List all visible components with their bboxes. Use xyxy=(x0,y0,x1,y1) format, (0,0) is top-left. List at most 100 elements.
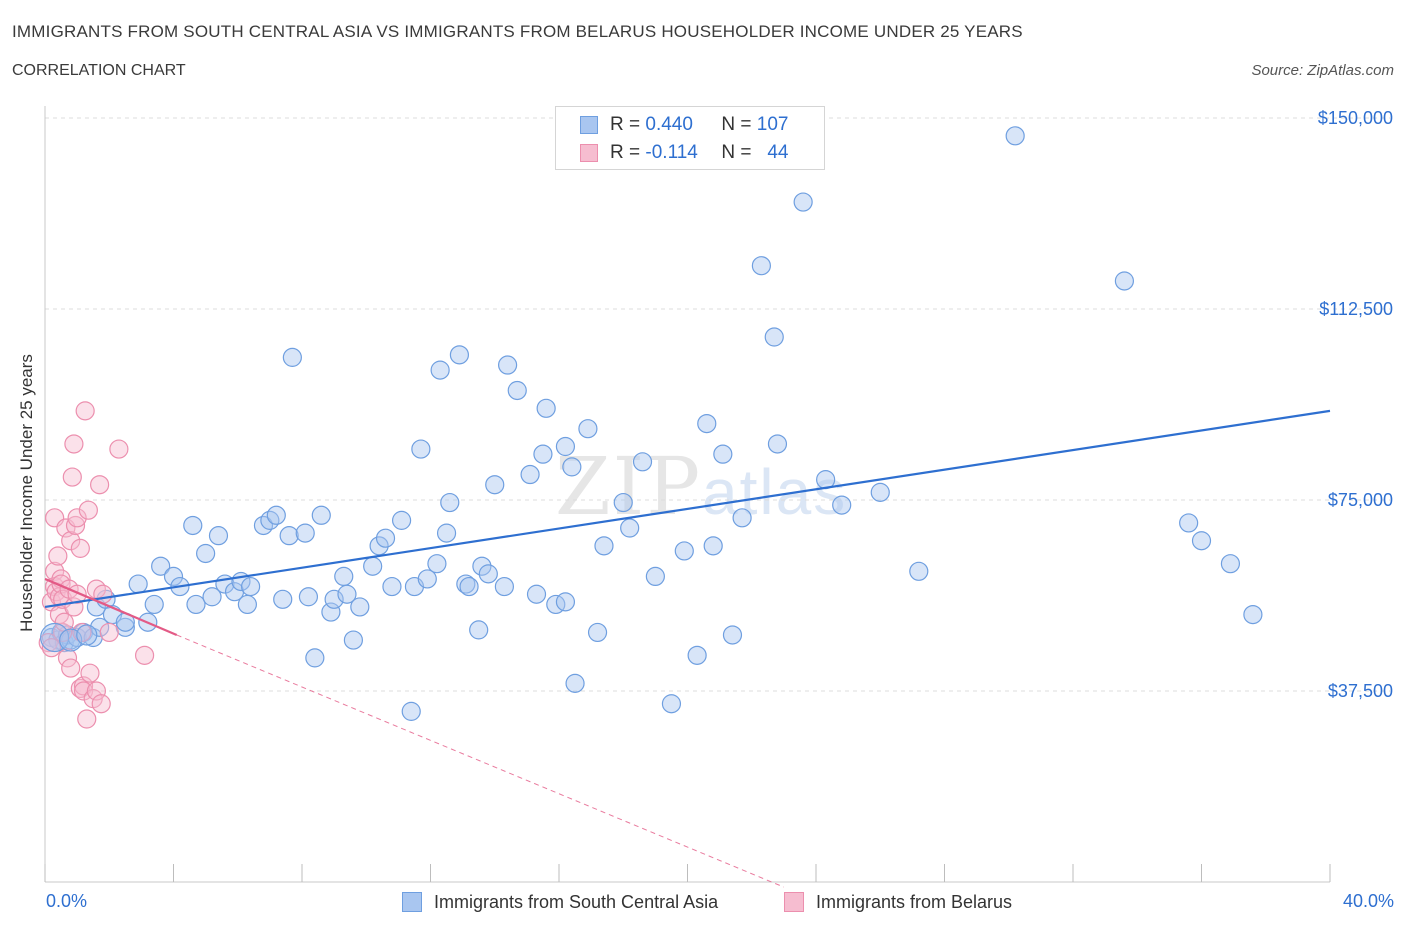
legend-row-series2: R = -0.114 N = 44 xyxy=(580,141,788,165)
data-point-south-central-asia xyxy=(1114,271,1135,291)
data-point-south-central-asia xyxy=(459,576,479,597)
data-point-south-central-asia xyxy=(321,602,341,622)
data-point-south-central-asia xyxy=(494,576,514,597)
data-point-south-central-asia xyxy=(767,434,788,454)
data-point-south-central-asia xyxy=(430,360,450,380)
data-point-belarus xyxy=(134,645,155,665)
grid-layer xyxy=(45,117,1390,692)
data-point-belarus xyxy=(78,500,98,520)
data-point-south-central-asia xyxy=(382,576,402,597)
data-point-south-central-asia xyxy=(279,526,299,546)
data-point-belarus xyxy=(75,401,95,421)
data-point-south-central-asia xyxy=(202,587,222,607)
data-point-south-central-asia xyxy=(613,492,633,513)
data-point-south-central-asia xyxy=(343,630,363,650)
data-point-belarus xyxy=(91,694,111,714)
data-point-south-central-asia xyxy=(507,380,527,401)
data-point-south-central-asia xyxy=(526,584,547,604)
data-point-south-central-asia xyxy=(334,566,354,587)
x-tick-label-min: 0.0% xyxy=(46,891,88,911)
data-point-south-central-asia xyxy=(1243,604,1263,625)
bottom-legend-label-series2: Immigrants from Belarus xyxy=(816,891,1013,912)
data-point-belarus xyxy=(109,439,129,459)
bottom-legend-series1: Immigrants from South Central Asia xyxy=(402,888,718,916)
data-point-belarus xyxy=(65,515,86,536)
legend-r-value: -0.114 xyxy=(645,142,698,163)
bottom-legend-label-series1: Immigrants from South Central Asia xyxy=(434,891,719,912)
data-point-south-central-asia xyxy=(555,436,576,457)
data-point-south-central-asia xyxy=(350,597,370,617)
data-point-south-central-asia xyxy=(128,574,148,594)
data-point-south-central-asia xyxy=(241,576,261,597)
data-point-south-central-asia xyxy=(401,701,421,721)
data-point-south-central-asia xyxy=(661,694,682,714)
data-point-south-central-asia xyxy=(151,556,171,576)
data-point-south-central-asia xyxy=(732,508,752,528)
bottom-legend-swatch-series1 xyxy=(402,892,422,912)
data-point-south-central-asia xyxy=(282,347,302,367)
data-point-south-central-asia xyxy=(449,345,470,365)
data-point-belarus xyxy=(77,709,97,729)
trend-line-belarus xyxy=(44,577,178,636)
data-point-south-central-asia xyxy=(469,620,489,640)
data-point-south-central-asia xyxy=(305,648,325,668)
data-point-south-central-asia xyxy=(260,510,280,530)
data-point-south-central-asia xyxy=(436,523,457,543)
trend-line-south-central-asia xyxy=(44,409,1331,609)
data-point-south-central-asia xyxy=(295,523,315,543)
data-point-belarus xyxy=(99,622,119,643)
data-point-south-central-asia xyxy=(391,510,412,530)
data-point-belarus xyxy=(80,663,100,683)
data-point-south-central-asia xyxy=(253,515,274,536)
y-axis-label: Householder Income Under 25 years xyxy=(17,354,36,632)
data-point-belarus xyxy=(70,678,90,699)
data-point-south-central-asia xyxy=(369,536,389,556)
data-point-south-central-asia xyxy=(208,526,229,546)
data-point-south-central-asia xyxy=(751,256,771,276)
data-point-south-central-asia xyxy=(645,566,665,587)
data-point-south-central-asia xyxy=(324,589,344,609)
data-point-south-central-asia xyxy=(456,574,476,594)
data-point-south-central-asia xyxy=(196,543,216,564)
data-point-south-central-asia xyxy=(411,439,431,459)
data-point-south-central-asia xyxy=(440,492,460,513)
legend-r-label: R = xyxy=(610,114,641,135)
chart-subtitle: CORRELATION CHART xyxy=(12,62,186,79)
data-point-south-central-asia xyxy=(870,482,890,502)
data-point-belarus xyxy=(64,434,84,454)
source-label: Source: ZipAtlas.com xyxy=(1251,62,1394,79)
data-point-south-central-asia xyxy=(311,505,331,525)
data-point-south-central-asia xyxy=(163,566,184,587)
watermark: ZIPatlas xyxy=(555,440,847,533)
data-point-belarus xyxy=(70,538,90,558)
data-point-south-central-asia xyxy=(632,452,653,472)
data-point-belarus xyxy=(41,638,62,658)
data-point-belarus xyxy=(86,681,107,701)
stats-legend: R = 0.440 N = 107 R = -0.114 N = 44 xyxy=(555,106,825,170)
data-point-south-central-asia xyxy=(1220,554,1241,574)
trend-line-belarus-extension xyxy=(176,634,785,888)
bottom-legend-swatch-series2 xyxy=(784,892,804,912)
legend-row-series1: R = 0.440 N = 107 xyxy=(580,113,788,137)
data-point-south-central-asia xyxy=(674,541,694,561)
data-point-south-central-asia xyxy=(578,419,598,439)
data-point-south-central-asia xyxy=(375,528,396,548)
data-point-belarus xyxy=(61,658,81,678)
data-point-south-central-asia xyxy=(793,192,813,212)
data-point-south-central-asia xyxy=(713,444,733,464)
points-layer xyxy=(38,126,1263,729)
data-point-south-central-asia xyxy=(1191,531,1212,551)
legend-n-label: N = xyxy=(721,142,752,163)
data-point-belarus xyxy=(67,508,87,528)
data-point-south-central-asia xyxy=(520,464,540,485)
data-point-cluster xyxy=(76,624,98,646)
data-point-south-central-asia xyxy=(417,569,437,589)
data-point-south-central-asia xyxy=(703,536,723,556)
data-point-south-central-asia xyxy=(472,556,492,576)
data-point-south-central-asia xyxy=(533,444,553,464)
data-point-south-central-asia xyxy=(485,475,505,495)
data-point-south-central-asia xyxy=(909,561,929,581)
data-point-south-central-asia xyxy=(266,505,286,525)
data-point-south-central-asia xyxy=(298,587,319,607)
data-point-south-central-asia xyxy=(90,617,110,637)
